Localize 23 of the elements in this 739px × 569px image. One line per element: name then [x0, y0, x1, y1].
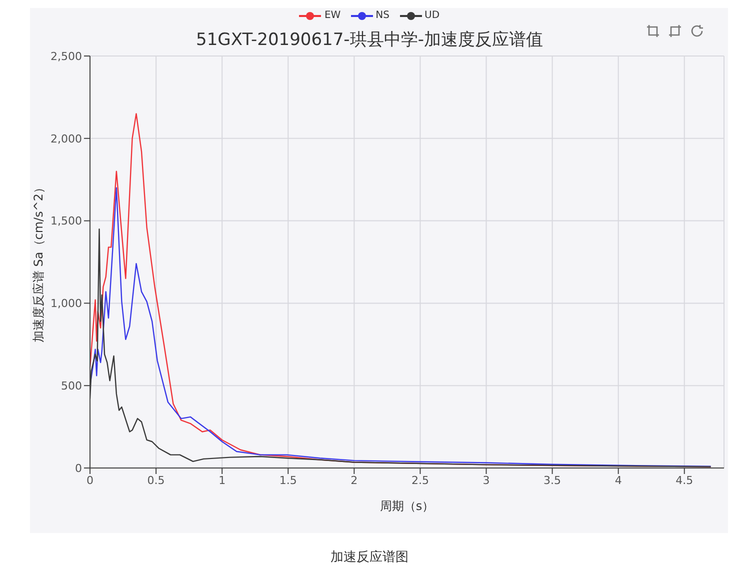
chart-title: 51GXT-20190617-珙县中学-加速度反应谱值 [195, 29, 544, 51]
y-tick-label: 2,000 [50, 132, 82, 146]
y-axis-title: 加速度反应谱 Sa（cm/s^2） [31, 181, 46, 343]
y-tick-label: 1,500 [50, 214, 82, 228]
x-tick-label: 4.5 [676, 474, 694, 487]
x-tick-label: 0.5 [147, 474, 165, 487]
y-tick-label: 1,000 [50, 297, 82, 310]
y-tick-label: 0 [75, 462, 82, 475]
x-tick-label: 0 [86, 474, 94, 487]
text: 加速反应谱图 [330, 549, 410, 566]
x-tick-label: 1 [218, 474, 226, 487]
x-tick-label: 4 [614, 474, 622, 487]
legend-label: UD [424, 10, 440, 21]
legend-label: EW [323, 10, 341, 21]
x-tick-label: 2 [350, 474, 358, 487]
x-tick-label: 3 [482, 474, 490, 487]
x-axis-title: 周期（s） [380, 499, 434, 513]
legend-label: NS [374, 10, 390, 21]
x-tick-label: 3.5 [544, 474, 562, 487]
x-tick-label: 1.5 [279, 474, 297, 487]
x-tick-label: 2.5 [411, 474, 429, 487]
y-tick-label: 500 [61, 380, 82, 393]
y-tick-label: 2,500 [50, 50, 82, 63]
